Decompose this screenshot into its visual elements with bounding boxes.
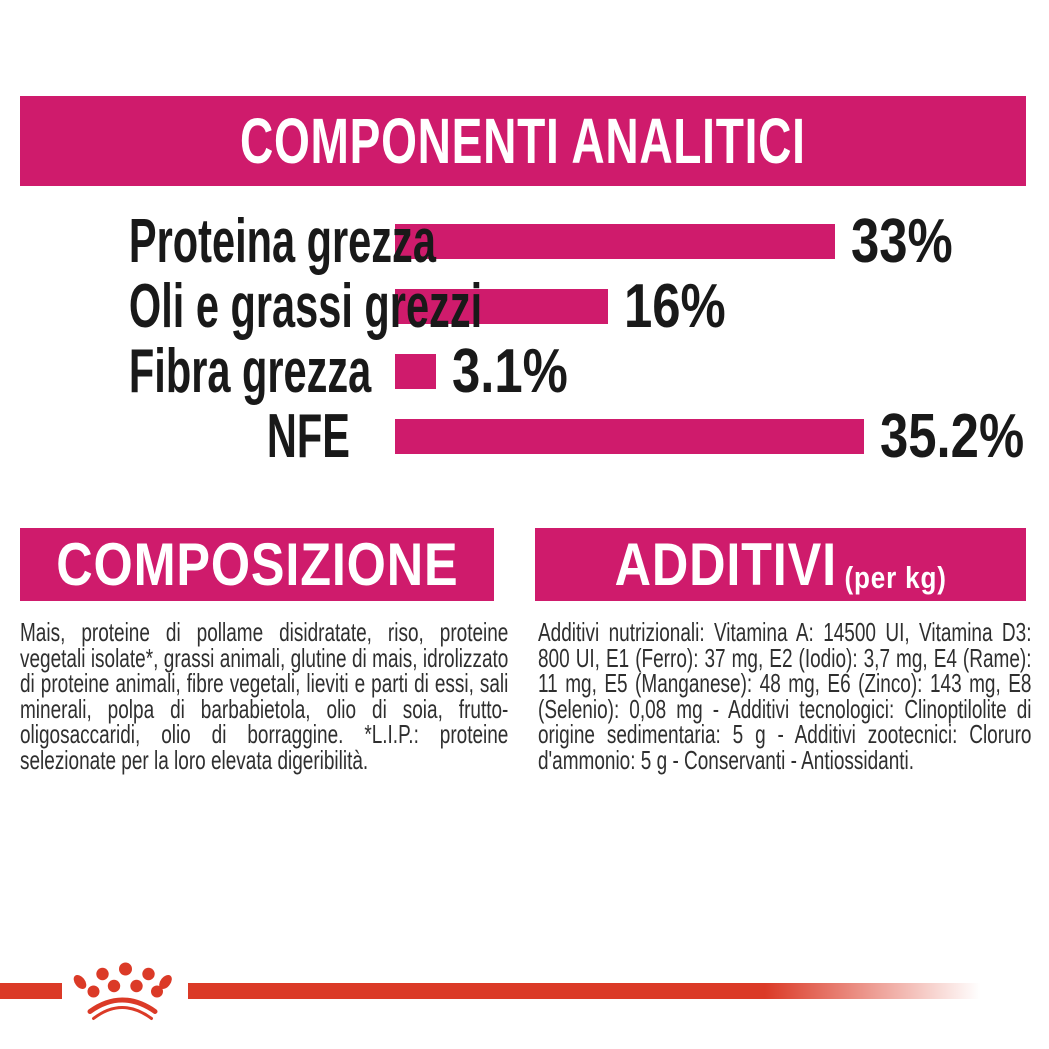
chart-row-label: Fibra grezza [128,337,372,406]
chart-row-value: 35.2% [880,402,1025,471]
chart-row-oli-grassi: Oli e grassi grezzi 16% [20,272,1026,341]
analytics-title: COMPONENTI ANALITICI [240,105,806,177]
chart-bar [395,224,835,259]
analytics-header-bar: COMPONENTI ANALITICI [20,96,1026,186]
chart-bar [395,354,436,389]
additives-header-inner: ADDITIVI (per kg) [614,530,946,599]
footer-ribbon-left [0,983,62,999]
chart-bar [395,419,864,454]
additives-title: ADDITIVI [614,531,837,598]
composition-header-bar: COMPOSIZIONE [20,528,494,601]
composition-title: COMPOSIZIONE [55,531,459,598]
additives-text: Additivi nutrizionali: Vitamina A: 14500… [538,617,1032,775]
chart-row-label: Oli e grassi grezzi [128,272,483,341]
chart-row-proteina: Proteina grezza 33% [20,207,1026,276]
chart-row-label: NFE [266,402,350,471]
additives-unit: (per kg) [844,560,947,595]
analytics-bar-chart: Proteina grezza 33% Oli e grassi grezzi … [20,207,1026,471]
chart-row-fibra: Fibra grezza 3.1% [20,337,1026,406]
chart-bar [395,289,608,324]
royal-canin-crown-icon [73,962,172,1020]
footer-ribbon-right [188,983,1049,999]
chart-row-value: 33% [851,207,953,276]
composition-header-inner: COMPOSIZIONE [56,530,458,599]
chart-row-value: 3.1% [452,337,568,406]
chart-row-value: 16% [624,272,726,341]
additives-header-bar: ADDITIVI (per kg) [535,528,1026,601]
composition-text: Mais, proteine di pollame disidratate, r… [20,617,509,775]
chart-row-nfe: NFE 35.2% [20,402,1026,471]
chart-row-label: Proteina grezza [128,207,436,276]
